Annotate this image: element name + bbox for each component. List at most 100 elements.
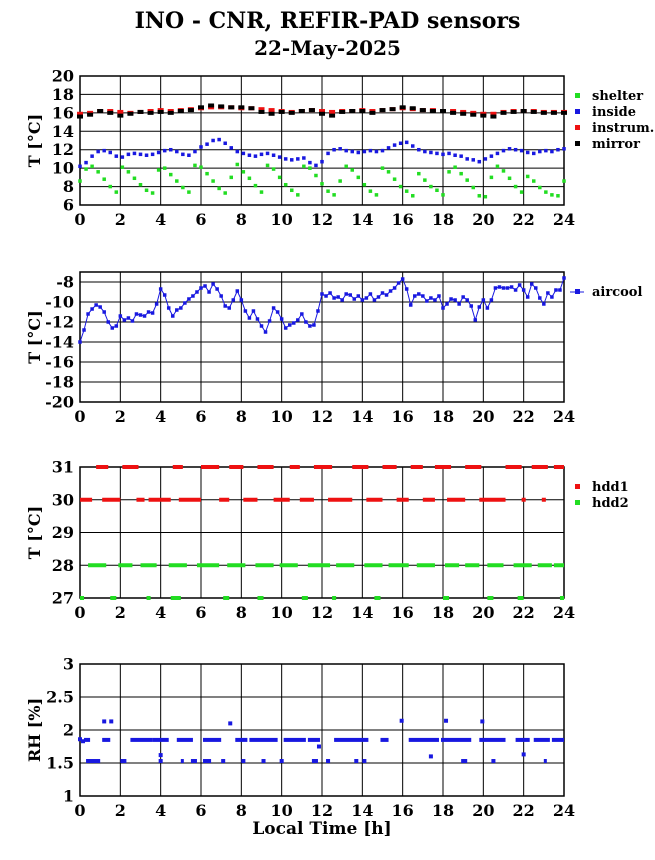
data-point: [175, 308, 179, 312]
data-point: [122, 318, 127, 322]
data-point: [181, 152, 185, 157]
data-point: [298, 109, 305, 114]
data-point: [78, 164, 82, 169]
data-point: [477, 159, 482, 164]
data-point: [417, 292, 421, 296]
data-segment: [110, 596, 117, 600]
data-point: [457, 302, 461, 306]
x-tick-label: 10: [271, 603, 293, 622]
x-tick-label: 22: [513, 210, 535, 229]
data-segment: [146, 596, 151, 600]
data-point: [137, 109, 144, 114]
data-point: [344, 292, 348, 296]
chart-subtitle: 22-May-2025: [254, 36, 401, 60]
data-point: [532, 151, 536, 156]
data-segment: [102, 737, 111, 742]
x-tick-label: 6: [195, 603, 206, 622]
data-point: [156, 168, 161, 172]
data-point: [267, 319, 272, 323]
data-point: [183, 301, 187, 305]
data-point: [268, 108, 275, 113]
data-point: [538, 149, 542, 154]
data-segment: [551, 737, 564, 742]
data-point: [126, 152, 131, 157]
x-tick-label: 18: [432, 801, 454, 820]
x-tick-label: 12: [311, 801, 333, 820]
data-segment: [422, 497, 435, 502]
data-point: [473, 318, 478, 322]
data-point: [461, 295, 465, 299]
data-point: [167, 110, 174, 115]
data-point: [77, 111, 83, 116]
y-tick-label: 2.5: [46, 688, 74, 707]
data-point: [308, 160, 312, 165]
data-point: [348, 293, 352, 297]
data-segment: [148, 497, 171, 502]
data-point: [497, 285, 502, 289]
x-tick-label: 6: [195, 801, 206, 820]
data-point: [314, 163, 318, 168]
data-point: [550, 110, 557, 115]
data-point: [263, 330, 268, 334]
data-point: [471, 158, 475, 162]
data-point: [191, 294, 195, 298]
data-segment: [130, 737, 153, 742]
data-point: [259, 324, 264, 328]
data-point: [507, 176, 512, 181]
data-point: [296, 318, 300, 322]
data-point: [477, 305, 482, 309]
data-point: [550, 149, 554, 154]
x-tick-label: 14: [351, 603, 373, 622]
x-tick-label: 24: [553, 801, 575, 820]
data-segment: [465, 563, 480, 568]
data-point: [120, 155, 125, 159]
data-point: [271, 167, 276, 171]
data-point: [538, 185, 542, 190]
data-point: [380, 166, 385, 170]
legend-marker: [575, 141, 580, 146]
data-point: [470, 112, 477, 117]
data-point: [211, 282, 215, 286]
y-tick-label: 20: [52, 67, 74, 86]
data-point: [277, 175, 282, 180]
data-point: [187, 297, 191, 301]
data-segment: [273, 497, 290, 502]
data-point: [356, 150, 361, 155]
data-point: [78, 737, 82, 742]
data-point: [332, 193, 336, 197]
data-point: [435, 188, 439, 193]
data-segment: [491, 759, 496, 764]
data-segment: [479, 497, 506, 502]
data-segment: [168, 563, 187, 568]
data-point: [308, 108, 315, 113]
data-point: [437, 294, 441, 298]
x-tick-label: 10: [271, 801, 293, 820]
data-point: [162, 148, 167, 153]
data-point: [231, 298, 236, 302]
data-point: [239, 298, 244, 302]
data-point: [525, 295, 530, 299]
data-point: [374, 193, 379, 197]
data-point: [107, 110, 114, 115]
data-point: [429, 109, 436, 114]
data-segment: [122, 465, 139, 469]
data-point: [471, 185, 475, 190]
data-point: [235, 149, 240, 154]
data-point: [339, 109, 346, 114]
data-point: [324, 294, 328, 298]
data-point: [336, 295, 340, 299]
x-tick-label: 12: [311, 210, 333, 229]
data-point: [199, 286, 203, 290]
data-point: [314, 173, 318, 178]
data-point: [205, 171, 209, 176]
data-segment: [80, 497, 93, 502]
legend-marker: [575, 484, 580, 489]
data-segment: [221, 759, 226, 764]
data-segment: [366, 497, 383, 502]
data-point: [98, 305, 102, 309]
data-segment: [326, 759, 331, 764]
data-point: [147, 110, 154, 115]
x-tick-label: 24: [553, 210, 575, 229]
data-point: [352, 297, 357, 301]
